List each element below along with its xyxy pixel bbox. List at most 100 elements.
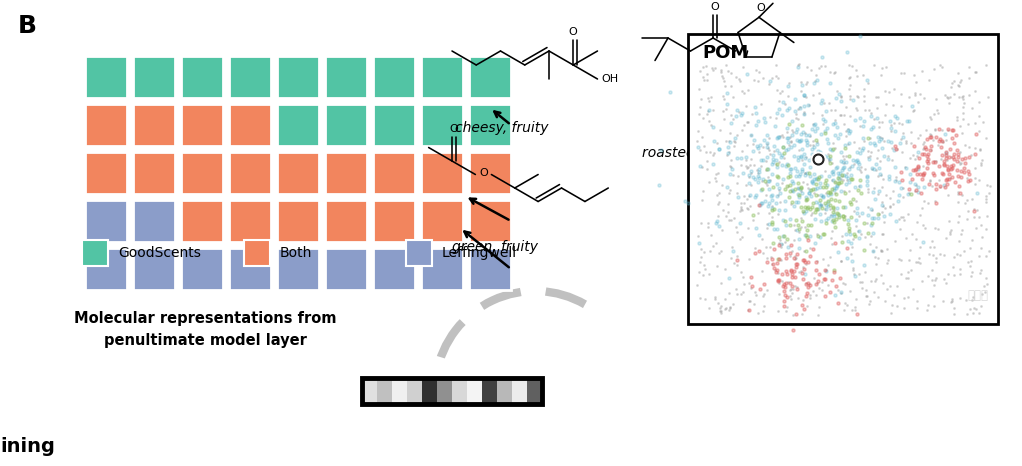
Point xyxy=(939,126,956,134)
Point xyxy=(945,253,962,260)
Point xyxy=(900,274,917,282)
Point xyxy=(722,138,738,145)
Point xyxy=(791,61,807,68)
Point xyxy=(743,274,759,281)
Point xyxy=(835,164,851,172)
Point xyxy=(790,190,806,198)
Point xyxy=(928,254,944,261)
Point xyxy=(819,135,835,143)
Point xyxy=(822,68,838,75)
Point xyxy=(771,276,787,284)
Point xyxy=(827,223,843,231)
Point xyxy=(834,232,850,240)
Point xyxy=(811,89,828,96)
Point xyxy=(760,135,777,142)
Bar xyxy=(244,240,270,266)
Point xyxy=(836,159,852,166)
Point xyxy=(863,206,879,213)
Bar xyxy=(469,56,511,98)
Point xyxy=(823,191,839,198)
Point xyxy=(812,192,829,199)
Point xyxy=(715,95,732,103)
Text: Molecular representations from: Molecular representations from xyxy=(74,311,336,326)
Point xyxy=(763,74,780,82)
Point xyxy=(749,143,765,150)
Point xyxy=(957,164,973,171)
Point xyxy=(764,156,781,163)
Point xyxy=(943,298,960,305)
Point xyxy=(915,171,931,178)
Point xyxy=(807,180,824,188)
Point xyxy=(811,160,828,167)
Point xyxy=(892,90,909,98)
Point xyxy=(796,91,812,99)
Point xyxy=(789,136,805,144)
Point xyxy=(924,276,940,284)
Point xyxy=(980,93,996,100)
Point xyxy=(840,125,856,132)
Point xyxy=(951,189,968,197)
Point xyxy=(752,285,769,293)
Point xyxy=(814,130,830,138)
Text: B: B xyxy=(18,14,37,38)
Point xyxy=(851,227,868,235)
Point xyxy=(818,153,834,160)
Point xyxy=(778,251,794,258)
Point xyxy=(974,290,990,298)
Point xyxy=(812,179,829,186)
Point xyxy=(822,145,838,152)
Point xyxy=(769,134,785,142)
Point xyxy=(730,193,746,201)
Point xyxy=(891,256,908,263)
Point xyxy=(803,209,820,217)
Point xyxy=(751,165,768,173)
Point xyxy=(942,145,959,153)
Point xyxy=(719,184,736,191)
Point xyxy=(939,175,956,183)
Point xyxy=(783,241,799,248)
Point xyxy=(750,202,766,209)
Point xyxy=(864,164,880,171)
Point xyxy=(818,107,834,115)
Point xyxy=(894,185,911,192)
Point xyxy=(781,141,797,148)
Point xyxy=(967,151,983,158)
Point xyxy=(740,163,756,171)
Point xyxy=(850,93,867,101)
Point xyxy=(824,276,840,283)
Point xyxy=(847,104,864,111)
Point xyxy=(891,140,908,147)
Point xyxy=(910,165,926,172)
Point xyxy=(978,196,994,203)
Point xyxy=(722,149,738,156)
Point xyxy=(885,85,901,92)
Point xyxy=(941,230,958,237)
Point xyxy=(774,87,790,94)
Point xyxy=(931,162,947,170)
Point xyxy=(705,123,722,131)
Point xyxy=(843,213,860,221)
Point xyxy=(763,170,780,178)
Point xyxy=(876,152,892,159)
Point xyxy=(793,153,809,161)
Bar xyxy=(85,104,127,146)
Point xyxy=(777,217,793,225)
Point xyxy=(726,214,742,222)
Point xyxy=(833,187,849,195)
Point xyxy=(915,221,931,229)
Point xyxy=(920,199,936,207)
Point xyxy=(855,71,872,79)
Point xyxy=(802,132,819,140)
Point xyxy=(797,137,814,144)
Point xyxy=(945,91,962,98)
Point xyxy=(796,271,812,278)
Point xyxy=(921,180,937,188)
Point xyxy=(772,132,788,139)
Point xyxy=(850,183,867,190)
Point xyxy=(722,304,738,312)
Point xyxy=(889,115,905,122)
Point xyxy=(819,201,835,209)
Point xyxy=(892,214,909,221)
Point xyxy=(908,166,924,173)
Point xyxy=(695,64,711,71)
